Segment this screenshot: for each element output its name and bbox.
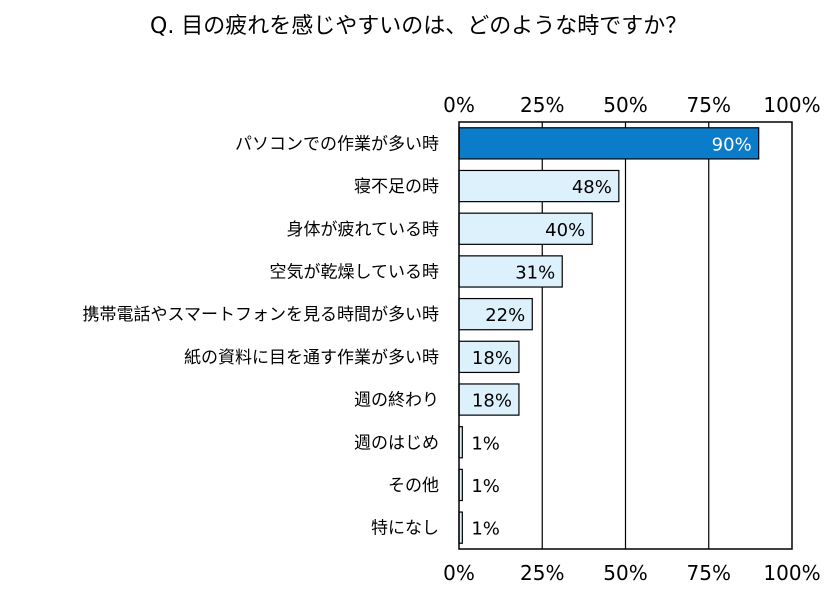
tick-label-bottom-50: 50% [603,561,647,585]
value-label-6: 18% [472,391,512,412]
bar-2 [458,212,593,245]
tick-label-bottom-75: 75% [687,561,731,585]
bars-layer [458,127,760,544]
value-label-7: 1% [471,433,500,454]
value-label-8: 1% [471,476,500,497]
tick-label-bottom-25: 25% [520,561,564,585]
category-label-5: 紙の資料に目を通す作業が多い時 [184,348,439,368]
category-label-9: 特になし [371,519,439,539]
category-label-7: 週のはじめ [354,433,439,453]
bar-3 [458,255,563,288]
value-label-0: 90% [712,134,752,155]
bar-6 [458,383,520,416]
value-label-2: 40% [545,220,585,241]
ticks-layer: 0% 0% 25% 25% 50% 50% 75% 75% 100% 100% [443,93,820,585]
category-label-3: 空気が乾燥している時 [270,262,440,282]
plot-area-frame [458,121,793,550]
value-label-1: 48% [572,177,612,198]
category-label-8: その他 [388,476,439,496]
value-label-5: 18% [472,348,512,369]
value-label-9: 1% [471,519,500,540]
category-label-2: 身体が疲れている時 [287,220,440,240]
tick-label-bottom-100: 100% [763,561,820,585]
tick-label-bottom-0: 0% [443,561,475,585]
category-label-1: 寝不足の時 [354,176,439,197]
bar-4 [458,297,533,331]
category-label-0: パソコンでの作業が多い時 [235,134,439,154]
category-label-6: 週の終わり [354,391,439,411]
tick-label-top-75: 75% [687,93,731,117]
tick-label-top-100: 100% [763,93,820,117]
labels-layer: パソコンでの作業が多い時 90% 寝不足の時 48% 身体が疲れている時 40% 空気が乾燥… [83,134,752,539]
value-label-4: 22% [485,305,525,326]
chart-title: Q. 目の疲れを感じやすいのは、どのような時ですか？ [150,14,688,39]
bar-5 [458,340,520,374]
tick-label-top-50: 50% [603,93,647,117]
tick-label-top-25: 25% [520,93,564,117]
tick-label-top-0: 0% [443,93,475,117]
value-label-3: 31% [515,262,555,283]
category-label-4: 携帯電話やスマートフォンを見る時間が多い時 [83,305,440,325]
bar-0 [458,127,760,160]
